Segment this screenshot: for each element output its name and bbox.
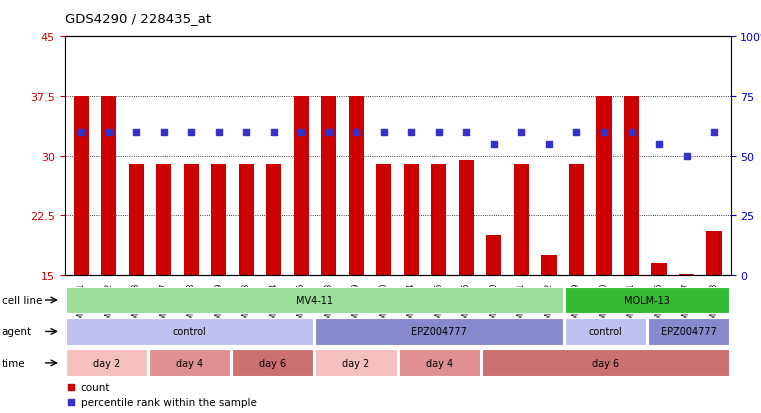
Bar bbox=[459, 160, 474, 275]
Bar bbox=[266, 164, 282, 275]
Bar bbox=[232, 350, 314, 376]
Bar bbox=[183, 164, 199, 275]
Bar bbox=[156, 164, 171, 275]
Bar bbox=[101, 97, 116, 275]
Point bbox=[185, 129, 197, 136]
Point bbox=[240, 129, 253, 136]
Point bbox=[65, 398, 77, 405]
Text: count: count bbox=[81, 382, 110, 392]
Bar bbox=[239, 164, 254, 275]
Point bbox=[488, 141, 500, 148]
Bar bbox=[569, 164, 584, 275]
Bar bbox=[212, 164, 226, 275]
Bar bbox=[486, 236, 501, 275]
Bar bbox=[597, 97, 612, 275]
Point bbox=[406, 129, 418, 136]
Bar bbox=[149, 350, 230, 376]
Point bbox=[571, 129, 583, 136]
Point bbox=[103, 129, 115, 136]
Text: control: control bbox=[173, 327, 206, 337]
Bar bbox=[706, 232, 721, 275]
Bar bbox=[541, 256, 556, 275]
Point bbox=[598, 129, 610, 136]
Point bbox=[130, 129, 142, 136]
Bar bbox=[565, 318, 646, 345]
Point bbox=[268, 129, 280, 136]
Text: cell line: cell line bbox=[2, 295, 42, 305]
Bar bbox=[514, 164, 529, 275]
Text: EPZ004777: EPZ004777 bbox=[661, 327, 717, 337]
Point bbox=[515, 129, 527, 136]
Bar bbox=[482, 350, 730, 376]
Bar bbox=[65, 318, 314, 345]
Point bbox=[295, 129, 307, 136]
Text: agent: agent bbox=[2, 327, 32, 337]
Bar bbox=[349, 97, 364, 275]
Bar bbox=[129, 164, 144, 275]
Text: EPZ004777: EPZ004777 bbox=[411, 327, 467, 337]
Point bbox=[377, 129, 390, 136]
Text: day 4: day 4 bbox=[176, 358, 203, 368]
Text: control: control bbox=[589, 327, 622, 337]
Point bbox=[212, 129, 224, 136]
Text: day 2: day 2 bbox=[93, 358, 120, 368]
Bar bbox=[74, 97, 89, 275]
Text: MV4-11: MV4-11 bbox=[296, 295, 333, 305]
Bar bbox=[565, 287, 730, 313]
Point bbox=[543, 141, 555, 148]
Point bbox=[75, 129, 88, 136]
Point bbox=[626, 129, 638, 136]
Bar bbox=[65, 350, 147, 376]
Text: day 2: day 2 bbox=[342, 358, 370, 368]
Bar bbox=[624, 97, 639, 275]
Bar bbox=[404, 164, 419, 275]
Text: GDS4290 / 228435_at: GDS4290 / 228435_at bbox=[65, 12, 211, 25]
Text: day 4: day 4 bbox=[425, 358, 453, 368]
Bar bbox=[376, 164, 391, 275]
Bar bbox=[431, 164, 447, 275]
Point bbox=[350, 129, 362, 136]
Text: percentile rank within the sample: percentile rank within the sample bbox=[81, 396, 256, 407]
Bar bbox=[651, 263, 667, 275]
Point bbox=[323, 129, 335, 136]
Bar bbox=[65, 287, 563, 313]
Point bbox=[653, 141, 665, 148]
Bar bbox=[399, 350, 479, 376]
Point bbox=[65, 384, 77, 391]
Point bbox=[433, 129, 445, 136]
Point bbox=[460, 129, 473, 136]
Text: day 6: day 6 bbox=[592, 358, 619, 368]
Point bbox=[680, 153, 693, 160]
Point bbox=[708, 129, 720, 136]
Text: MOLM-13: MOLM-13 bbox=[624, 295, 670, 305]
Bar bbox=[648, 318, 730, 345]
Point bbox=[158, 129, 170, 136]
Bar bbox=[294, 97, 309, 275]
Bar bbox=[316, 318, 563, 345]
Text: day 6: day 6 bbox=[260, 358, 286, 368]
Text: time: time bbox=[2, 358, 25, 368]
Bar bbox=[316, 350, 396, 376]
Bar bbox=[321, 97, 336, 275]
